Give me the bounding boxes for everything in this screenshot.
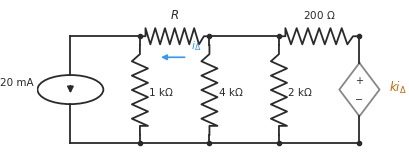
Text: 2 kΩ: 2 kΩ bbox=[288, 88, 312, 98]
Text: 4 kΩ: 4 kΩ bbox=[218, 88, 243, 98]
Text: $ki_\Delta$: $ki_\Delta$ bbox=[389, 80, 407, 96]
Text: +: + bbox=[355, 76, 364, 86]
Text: 200 $\Omega$: 200 $\Omega$ bbox=[303, 9, 335, 21]
Text: 1 kΩ: 1 kΩ bbox=[149, 88, 173, 98]
Text: 20 mA: 20 mA bbox=[0, 78, 34, 88]
Text: $i_\Delta$: $i_\Delta$ bbox=[191, 39, 202, 53]
Text: $R$: $R$ bbox=[170, 9, 179, 22]
Text: −: − bbox=[355, 95, 364, 105]
